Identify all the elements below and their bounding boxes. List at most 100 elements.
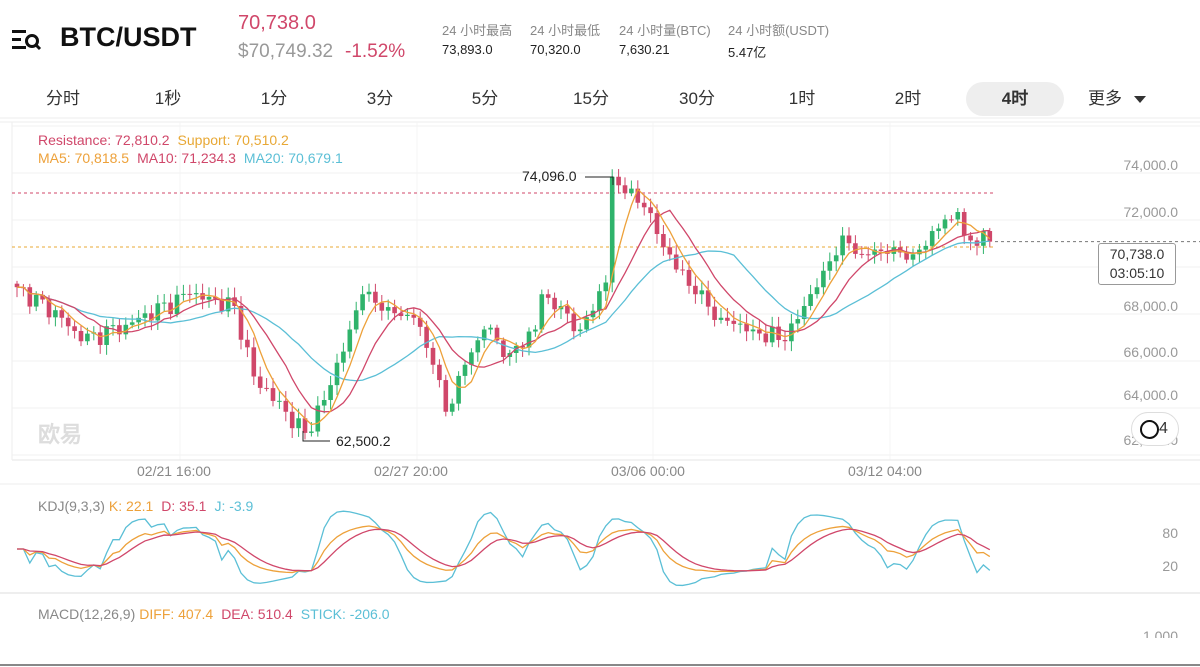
stat-24h-low: 24 小时最低 70,320.0: [530, 20, 600, 57]
ma20-label: MA20: 70,679.1: [243, 150, 343, 166]
candle: [200, 293, 205, 300]
candle: [65, 317, 71, 327]
candle: [584, 317, 589, 330]
candle: [539, 294, 545, 330]
candle: [968, 235, 973, 241]
candle: [776, 326, 781, 340]
macd-diff: DIFF: 407.4: [139, 606, 214, 622]
candle: [78, 330, 84, 342]
more-label: 更多: [1088, 89, 1122, 108]
signal-button[interactable]: 4: [1131, 412, 1179, 446]
y-tick: 68,000.0: [1123, 298, 1179, 314]
stat-label: 24 小时量(BTC): [619, 23, 711, 38]
candle: [648, 207, 653, 214]
candle: [411, 314, 417, 318]
kdj-j: J: -3.9: [214, 498, 254, 514]
tab-15m[interactable]: 15分: [573, 89, 609, 108]
candle: [853, 243, 858, 254]
candle: [360, 294, 365, 311]
x-tick: 02/27 20:00: [374, 463, 448, 479]
stat-label: 24 小时最低: [530, 23, 601, 38]
sr-legend: Resistance: 72,810.2 Support: 70,510.2: [38, 132, 297, 148]
candle: [142, 313, 148, 318]
candle: [949, 219, 954, 221]
candle: [309, 431, 314, 433]
tab-1m[interactable]: 1分: [260, 89, 288, 108]
candle: [609, 176, 615, 283]
candle: [878, 249, 884, 251]
candle: [737, 323, 743, 325]
okx-watermark: 欧易: [38, 422, 83, 447]
x-tick: 03/06 00:00: [611, 463, 685, 479]
candle: [181, 293, 186, 295]
candle: [641, 202, 647, 208]
candle: [891, 247, 897, 254]
candle: [33, 294, 39, 307]
candle: [565, 306, 570, 314]
tab-1s[interactable]: 1秒: [154, 89, 182, 108]
candle: [443, 380, 449, 412]
candle: [635, 188, 641, 203]
candle: [833, 255, 839, 262]
candle: [859, 253, 865, 255]
candle: [814, 287, 820, 295]
candle: [334, 362, 340, 386]
candle: [693, 285, 698, 295]
candle: [462, 364, 468, 376]
tab-2h[interactable]: 2时: [894, 89, 922, 108]
menu-search-icon[interactable]: [12, 28, 42, 52]
candle: [789, 323, 794, 342]
macd-tick: 1,000: [1142, 628, 1178, 638]
candle: [705, 290, 711, 307]
tab-1h[interactable]: 1时: [788, 89, 816, 108]
candle: [385, 307, 391, 311]
candle: [379, 302, 385, 311]
macd-stick: STICK: -206.0: [300, 606, 390, 622]
kdj-j-line: [16, 510, 991, 587]
more-intervals-dropdown[interactable]: 更多: [1088, 82, 1146, 116]
tab-timeline[interactable]: 分时: [46, 89, 80, 108]
y-tick: 66,000.0: [1123, 344, 1179, 360]
candle: [219, 298, 225, 312]
candle: [270, 388, 276, 401]
tab-3m[interactable]: 3分: [366, 89, 394, 108]
candle: [187, 293, 193, 295]
candle: [827, 261, 833, 271]
candle: [661, 234, 666, 248]
stat-value: 73,893.0: [442, 42, 493, 57]
ma10-label: MA10: 71,234.3: [137, 150, 236, 166]
candle: [27, 287, 33, 307]
candle: [865, 254, 871, 256]
stat-value: 5.47亿: [728, 45, 767, 60]
candle: [699, 290, 705, 295]
candle: [955, 212, 961, 220]
candle: [72, 326, 77, 331]
candle: [795, 319, 801, 324]
x-tick: 03/12 04:00: [848, 463, 922, 479]
candle: [821, 270, 826, 288]
candle: [174, 294, 180, 315]
ma20-line: [16, 240, 990, 382]
tab-30m[interactable]: 30分: [679, 89, 715, 108]
y-tick: 64,000.0: [1123, 387, 1179, 403]
candle: [577, 329, 583, 332]
candle: [347, 329, 353, 352]
pair-title[interactable]: BTC/USDT: [60, 22, 197, 52]
candle: [168, 302, 173, 315]
candle: [155, 303, 161, 321]
candle: [725, 317, 730, 321]
macd-dea: DEA: 510.4: [221, 606, 293, 622]
low-marker: [302, 431, 330, 442]
candle: [277, 400, 282, 402]
tab-4h[interactable]: 4时: [966, 82, 1064, 116]
candle: [929, 231, 935, 246]
candle: [763, 333, 769, 343]
candle: [942, 219, 948, 229]
candle: [85, 333, 90, 342]
tab-5m[interactable]: 5分: [471, 89, 499, 108]
candle: [136, 317, 141, 323]
kdj-title: KDJ(9,3,3): [38, 498, 105, 514]
kdj-tick: 80: [1162, 525, 1178, 541]
candle: [667, 247, 673, 255]
